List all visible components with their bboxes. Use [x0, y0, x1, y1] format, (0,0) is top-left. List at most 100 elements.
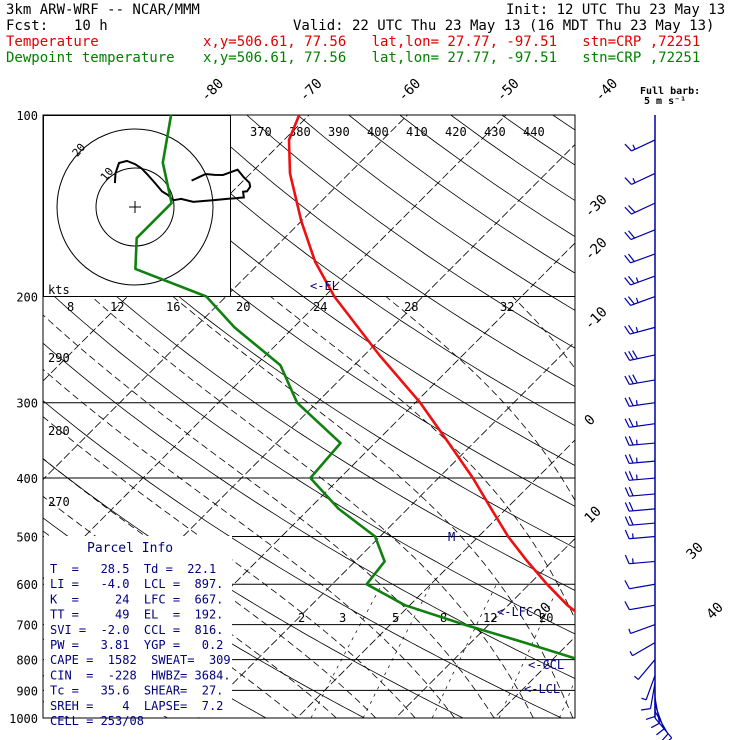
wind-barb-flag — [624, 397, 630, 407]
wind-barb-staff — [645, 675, 656, 701]
dewpoint-location-info: x,y=506.61, 77.56 lat,lon= 27.77, -97.51… — [203, 50, 701, 66]
pressure-label-700: 700 — [16, 619, 38, 633]
annotation-lcl: <-LCL — [524, 682, 560, 696]
wind-barb-925 — [650, 697, 661, 729]
plot-frame — [42, 114, 576, 719]
wind-barb-flag — [624, 231, 632, 240]
temperature-legend-label: Temperature — [6, 34, 99, 50]
wind-barb-staff — [637, 659, 656, 680]
dry-adiabat — [43, 171, 575, 549]
pressure-label-1000: 1000 — [9, 712, 38, 726]
wind-barb-flag — [624, 436, 630, 446]
isotherm — [43, 115, 507, 579]
wind-barb-400 — [624, 471, 656, 481]
theta-label-390: 390 — [328, 125, 350, 139]
wind-barb-325 — [624, 417, 656, 428]
isotherm-label--80: -80 — [198, 76, 227, 105]
mixing-ratio-label-12: 12 — [483, 611, 497, 625]
forecast-hour: 10 h — [74, 18, 108, 34]
wind-barb-staff — [629, 560, 656, 565]
temperature-profile — [287, 115, 575, 613]
wind-barb-flag — [624, 601, 630, 610]
wind-barb-flag — [628, 516, 634, 526]
hodograph-ring-label-10: 10 — [98, 165, 116, 184]
annotation-m: M — [448, 530, 455, 544]
isotherm — [197, 340, 575, 718]
wind-barb-staff — [629, 493, 656, 497]
wind-barb-staff — [654, 697, 661, 724]
wind-barb-staff — [629, 522, 656, 526]
hodograph-ring-20 — [56, 128, 214, 286]
init-time: Init: 12 UTC Thu 23 May 13 — [506, 2, 726, 18]
hodograph-trace — [113, 159, 252, 203]
wind-barb-staff — [629, 604, 656, 611]
wind-barb-flag — [624, 454, 630, 464]
pressure-label-200: 200 — [16, 291, 38, 305]
moist-adiabat — [385, 296, 575, 502]
wind-barb-600 — [624, 580, 656, 590]
wet-bulb-label-16: 16 — [166, 300, 180, 314]
wind-barb-flag — [624, 375, 630, 385]
barb-legend-unit: 5 m s⁻¹ — [644, 96, 686, 107]
isotherm-label--10: -10 — [582, 304, 611, 333]
wind-barb-125 — [624, 172, 656, 185]
wind-barb-155 — [624, 229, 656, 241]
wind-barb-flag — [624, 206, 632, 215]
isotherm-label--70: -70 — [297, 76, 326, 105]
wind-barb-flag — [624, 487, 630, 497]
barb-legend-title: Full barb: — [640, 86, 700, 97]
wind-barb-flag — [624, 516, 630, 526]
wind-barb-200 — [624, 295, 656, 306]
wind-barb-flag — [628, 454, 634, 464]
mixing-ratio-label-3: 3 — [339, 611, 346, 625]
mixing-ratio-line — [310, 584, 383, 718]
wind-barb-staff — [629, 402, 656, 407]
theta-label-410: 410 — [406, 125, 428, 139]
wind-barb-half-flag — [635, 400, 638, 406]
wind-barb-staff — [630, 624, 656, 635]
pressure-label-100: 100 — [16, 109, 38, 123]
wind-barb-flag — [628, 397, 634, 407]
wind-barb-650 — [624, 601, 656, 611]
isotherm — [43, 115, 409, 481]
wind-barb-staff — [631, 172, 656, 185]
annotation-ccl: <-CCL — [528, 658, 564, 672]
dry-adiabat — [655, 115, 740, 731]
theta-label-400: 400 — [367, 125, 389, 139]
moist-adiabat — [512, 296, 575, 370]
wind-barb-flag — [628, 375, 634, 385]
theta-label-440: 440 — [523, 125, 545, 139]
parcel-info-row: SVI = -2.0 CCL = 816. — [50, 623, 223, 637]
moist-adiabat — [172, 296, 574, 718]
wind-barb-flag — [624, 529, 630, 539]
wind-barb-flag — [628, 471, 634, 481]
wind-barb-475 — [624, 516, 656, 526]
wind-barb-flag — [628, 436, 634, 446]
wind-barb-flag — [627, 296, 635, 305]
annotation-el: <-EL — [310, 279, 339, 293]
wind-barb-550 — [624, 554, 656, 565]
moist-adiabat — [91, 296, 534, 718]
wind-barb-flag — [624, 351, 631, 361]
wind-barb-850 — [641, 675, 656, 701]
pressure-label-400: 400 — [16, 472, 38, 486]
parcel-info-row: TT = 49 EL = 192. — [50, 608, 223, 622]
wind-barb-flag — [624, 143, 632, 152]
dry-adiabat — [93, 115, 575, 467]
isotherm — [678, 102, 740, 731]
isotherm-label-0: 0 — [582, 412, 599, 429]
wind-barb-185 — [624, 275, 656, 286]
wind-barb-staff — [629, 423, 656, 428]
wind-barb-staff — [649, 682, 656, 709]
wind-barb-half-flag — [635, 297, 639, 303]
wind-barb-110 — [624, 139, 656, 152]
wind-barb-225 — [624, 324, 656, 335]
wind-barb-half-flag — [635, 277, 639, 283]
wind-barb-flag — [624, 177, 632, 185]
isotherm-label--40: -40 — [592, 76, 621, 105]
wet-bulb-label-8: 8 — [67, 300, 74, 314]
dry-adiabat — [43, 400, 563, 718]
mixing-ratio-label-2: 2 — [298, 611, 305, 625]
wind-barb-staff — [631, 202, 656, 215]
parcel-info-row: T = 28.5 Td = 22.1 — [50, 562, 216, 576]
